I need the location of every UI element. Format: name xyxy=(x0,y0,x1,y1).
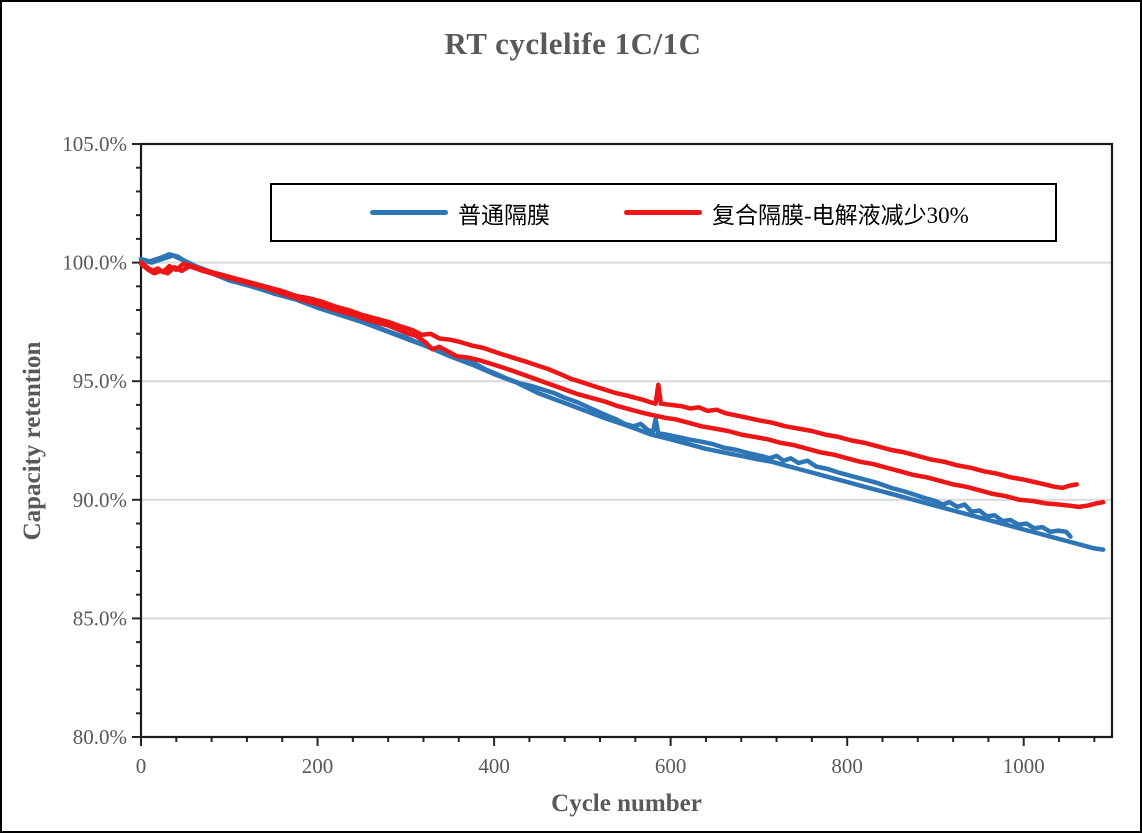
y-tick-label-95.0%: 95.0% xyxy=(73,369,127,393)
y-gridlines xyxy=(141,261,1112,620)
y-tick-label-85.0%: 85.0% xyxy=(73,606,127,630)
y-tick-label-90.0%: 90.0% xyxy=(73,488,127,512)
y-tick-labels: 80.0% 85.0% 90.0% 95.0% 100.0% 105.0% xyxy=(62,132,127,749)
x-ticks xyxy=(140,737,1096,746)
legend-item-ordinary-separator: 普通隔膜 xyxy=(370,185,550,240)
x-axis-title: Cycle number xyxy=(551,790,702,817)
legend-item-composite-separator: 复合隔膜-电解液减少30% xyxy=(624,185,969,240)
legend-label-ordinary-separator: 普通隔膜 xyxy=(458,202,550,228)
x-tick-label-1000: 1000 xyxy=(1003,754,1045,778)
legend-box: 普通隔膜 复合隔膜-电解液减少30% xyxy=(270,183,1057,242)
y-tick-label-80.0%: 80.0% xyxy=(73,725,127,749)
y-tick-label-105.0%: 105.0% xyxy=(62,132,127,156)
chart-title: RT cyclelife 1C/1C xyxy=(444,26,702,61)
x-tick-label-0: 0 xyxy=(136,754,147,778)
plot-border xyxy=(139,142,1114,739)
y-ticks xyxy=(132,143,141,738)
x-tick-label-200: 200 xyxy=(302,754,334,778)
legend-line-blue xyxy=(370,210,448,215)
x-tick-label-400: 400 xyxy=(478,754,510,778)
x-tick-labels: 0 200 400 600 800 1000 xyxy=(136,754,1045,778)
series-lines xyxy=(138,252,1106,552)
legend-label-composite-separator: 复合隔膜-电解液减少30% xyxy=(712,202,969,228)
series-red-2 xyxy=(138,261,1106,510)
x-tick-label-800: 800 xyxy=(831,754,863,778)
series-blue-2 xyxy=(138,253,1106,552)
legend-line-red xyxy=(624,210,702,215)
x-tick-label-600: 600 xyxy=(655,754,687,778)
y-tick-label-100.0%: 100.0% xyxy=(62,251,127,275)
